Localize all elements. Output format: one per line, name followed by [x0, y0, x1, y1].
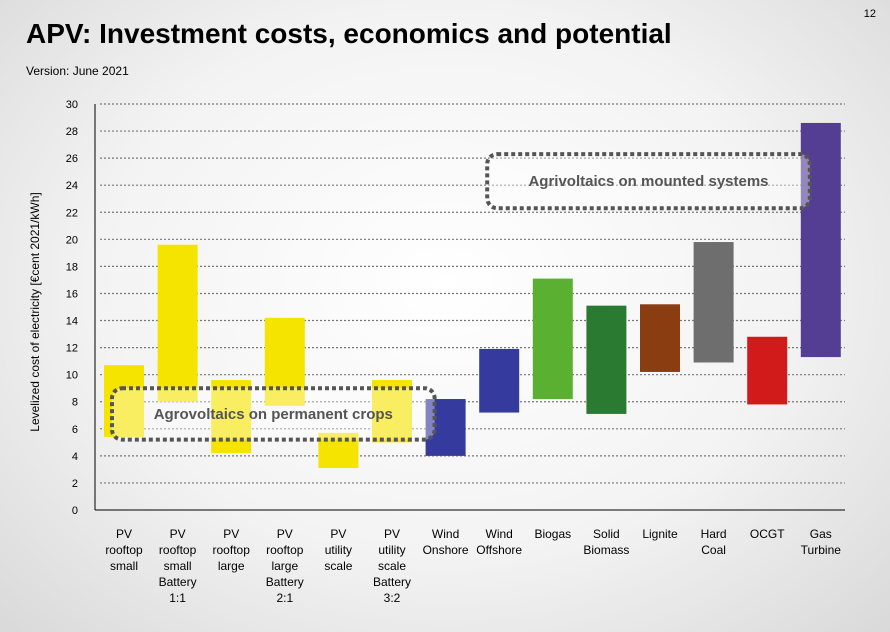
bar-2: [157, 244, 198, 402]
bar-4: [264, 317, 305, 406]
bar-14: [800, 122, 841, 358]
annotation-box: [485, 152, 812, 211]
page-title: APV: Investment costs, economics and pot…: [26, 18, 672, 49]
y-tick-label: 6: [72, 424, 78, 436]
y-tick-label: 20: [66, 234, 78, 246]
x-category-label: PV utility scale: [324, 527, 352, 573]
bars: [104, 122, 841, 469]
y-tick-label: 22: [66, 207, 78, 219]
x-category-label: PV rooftop small Battery 1:1: [159, 527, 197, 605]
bar-12: [693, 242, 734, 363]
bar-10: [586, 305, 627, 414]
annotations: Agrovoltaics on permanent crops Agrivolta…: [110, 152, 812, 442]
y-tick-label: 2: [72, 478, 78, 490]
y-tick-label: 10: [66, 370, 78, 382]
y-tick-label: 12: [66, 343, 78, 355]
x-category-label: Hard Coal: [701, 527, 727, 557]
y-tick-label: 18: [66, 261, 78, 273]
page-number: 12: [863, 8, 876, 20]
bar-13: [747, 336, 788, 405]
annotation-1: Agrovoltaics on permanent crops: [110, 386, 437, 442]
x-category-label: Wind Onshore: [423, 527, 469, 557]
y-tick-label: 16: [66, 288, 78, 300]
x-category-label: PV rooftop large: [213, 527, 251, 573]
x-category-label: PV utility scale Battery 3:2: [373, 527, 411, 605]
bar-7: [425, 399, 466, 456]
x-category-label: OCGT: [750, 527, 785, 541]
x-category-label: Solid Biomass: [583, 527, 629, 557]
y-tick-label: 30: [66, 99, 78, 111]
y-tick-label: 4: [72, 451, 78, 463]
x-category-label: Biogas: [534, 527, 571, 541]
x-category-label: Gas Turbine: [801, 527, 842, 557]
y-tick-label: 8: [72, 397, 78, 409]
x-category-label: Lignite: [642, 527, 678, 541]
annotation-box: [110, 386, 437, 442]
version-label: Version: June 2021: [26, 64, 129, 78]
bar-11: [640, 304, 680, 372]
x-category-label: PV rooftop large Battery 2:1: [266, 527, 304, 605]
x-category-label: Wind Offshore: [476, 527, 522, 557]
bar-8: [479, 348, 520, 413]
bar-6: [372, 380, 412, 443]
annotation-text: Agrovoltaics on permanent crops: [154, 406, 393, 423]
axes: [94, 104, 845, 511]
annotation-text: Agrivoltaics on mounted systems: [528, 173, 768, 190]
y-tick-label: 14: [66, 316, 78, 328]
y-tick-label: 0: [72, 505, 78, 517]
x-category-label: PV rooftop small: [105, 527, 143, 573]
annotation-2: Agrivoltaics on mounted systems: [485, 152, 812, 211]
y-tick-label: 24: [66, 180, 78, 192]
bar-3: [211, 380, 252, 454]
gridlines: [100, 103, 845, 484]
y-tick-label: 26: [66, 153, 78, 165]
bar-9: [532, 278, 573, 400]
y-tick-label: 28: [66, 126, 78, 138]
y-axis-label: Levelized cost of electricity [€cent 202…: [28, 192, 42, 431]
x-axis-category-labels: PV rooftop small PV rooftop small Battery 1:1 PV…: [105, 527, 841, 605]
